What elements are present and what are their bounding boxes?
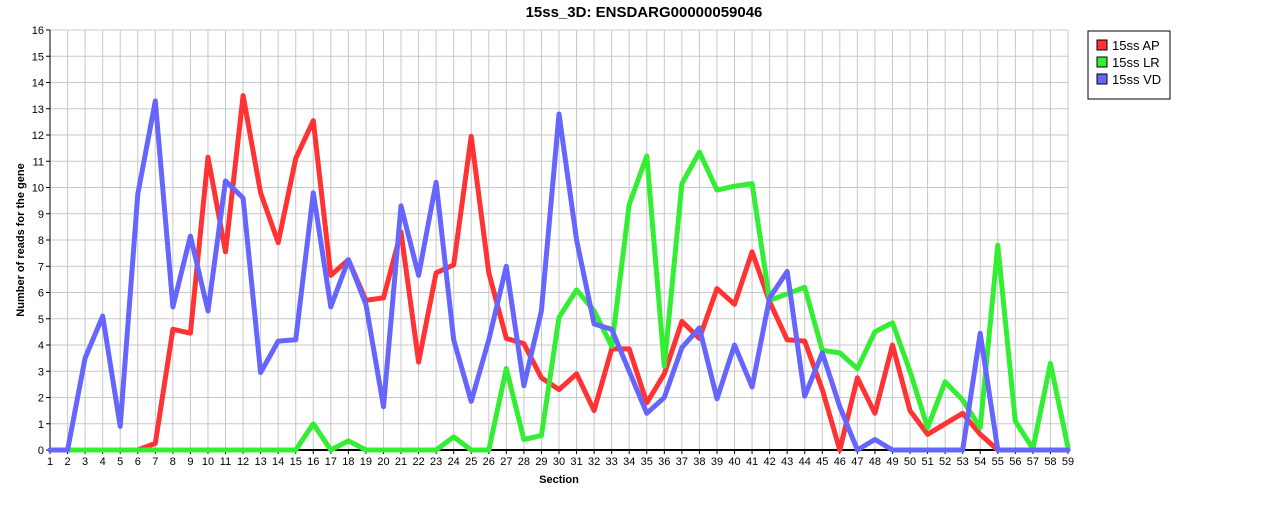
y-axis-title: Number of reads for the gene bbox=[15, 163, 27, 316]
x-tick-label: 47 bbox=[851, 456, 863, 468]
x-tick-label: 21 bbox=[395, 456, 407, 468]
y-tick-label: 3 bbox=[38, 366, 44, 378]
legend-label: 15ss VD bbox=[1112, 72, 1161, 87]
x-tick-label: 17 bbox=[325, 456, 337, 468]
x-tick-label: 23 bbox=[430, 456, 442, 468]
legend-swatch bbox=[1096, 73, 1108, 85]
y-tick-label: 15 bbox=[32, 51, 44, 63]
series-line-15ss-vd bbox=[47, 98, 1071, 453]
x-tick-label: 27 bbox=[500, 456, 512, 468]
x-tick-label: 36 bbox=[658, 456, 670, 468]
x-tick-label: 2 bbox=[64, 456, 70, 468]
y-tick-label: 4 bbox=[38, 340, 44, 352]
x-tick-label: 48 bbox=[869, 456, 881, 468]
y-tick-label: 9 bbox=[38, 209, 44, 221]
x-tick-label: 1 bbox=[47, 456, 53, 468]
x-tick-label: 33 bbox=[606, 456, 618, 468]
x-tick-label: 40 bbox=[728, 456, 740, 468]
chart-title: 15ss_3D: ENSDARG00000059046 bbox=[526, 4, 763, 21]
x-axis-title: Section bbox=[539, 474, 579, 486]
x-tick-label: 29 bbox=[535, 456, 547, 468]
x-tick-label: 14 bbox=[272, 456, 284, 468]
x-tick-label: 11 bbox=[220, 456, 231, 468]
y-tick-label: 1 bbox=[38, 419, 44, 431]
series-layer bbox=[47, 93, 1071, 453]
legend-swatch bbox=[1096, 39, 1108, 51]
x-tick-label: 26 bbox=[483, 456, 495, 468]
series-line-15ss-lr bbox=[47, 149, 1071, 453]
x-tick-label: 49 bbox=[886, 456, 898, 468]
y-tick-label: 10 bbox=[32, 183, 44, 195]
x-tick-label: 28 bbox=[518, 456, 530, 468]
x-tick-label: 45 bbox=[816, 456, 828, 468]
x-tick-label: 31 bbox=[570, 456, 582, 468]
legend-swatch bbox=[1096, 56, 1108, 68]
legend: 15ss AP 15ss LR 15ss VD bbox=[1087, 30, 1171, 100]
x-tick-label: 55 bbox=[992, 456, 1004, 468]
y-tick-label: 0 bbox=[38, 445, 44, 457]
x-tick-label: 15 bbox=[290, 456, 302, 468]
x-tick-label: 5 bbox=[117, 456, 123, 468]
legend-label: 15ss AP bbox=[1112, 38, 1160, 53]
x-tick-label: 30 bbox=[553, 456, 565, 468]
y-tick-label: 7 bbox=[38, 261, 44, 273]
x-tick-label: 16 bbox=[307, 456, 319, 468]
x-tick-label: 54 bbox=[974, 456, 986, 468]
x-tick-label: 25 bbox=[465, 456, 477, 468]
x-tick-label: 12 bbox=[237, 456, 249, 468]
legend-label: 15ss LR bbox=[1112, 55, 1160, 70]
y-tick-label: 8 bbox=[38, 235, 44, 247]
x-tick-label: 42 bbox=[763, 456, 775, 468]
axis-layer: 1 2 3 4 5 6 7 8 9 10 11 12 13 14 15 16 17 18 19 20 21 22 23 24 2… bbox=[32, 25, 1074, 468]
x-tick-label: 37 bbox=[676, 456, 688, 468]
y-tick-label: 12 bbox=[32, 130, 44, 142]
x-tick-label: 38 bbox=[693, 456, 705, 468]
x-tick-label: 50 bbox=[904, 456, 916, 468]
y-tick-label: 6 bbox=[38, 288, 44, 300]
y-tick-label: 11 bbox=[33, 156, 44, 168]
x-tick-label: 9 bbox=[187, 456, 193, 468]
x-tick-label: 51 bbox=[921, 456, 933, 468]
x-tick-label: 7 bbox=[152, 456, 158, 468]
x-tick-label: 41 bbox=[746, 456, 758, 468]
x-tick-label: 43 bbox=[781, 456, 793, 468]
x-tick-label: 56 bbox=[1009, 456, 1021, 468]
x-tick-label: 18 bbox=[342, 456, 354, 468]
x-tick-label: 35 bbox=[641, 456, 653, 468]
x-tick-label: 59 bbox=[1062, 456, 1074, 468]
x-tick-label: 8 bbox=[170, 456, 176, 468]
x-tick-label: 46 bbox=[834, 456, 846, 468]
y-tick-label: 13 bbox=[32, 104, 44, 116]
x-tick-label: 24 bbox=[448, 456, 460, 468]
x-tick-label: 20 bbox=[377, 456, 389, 468]
x-tick-label: 6 bbox=[135, 456, 141, 468]
y-tick-label: 2 bbox=[38, 393, 44, 405]
x-tick-label: 4 bbox=[100, 456, 106, 468]
x-tick-label: 3 bbox=[82, 456, 88, 468]
x-tick-label: 19 bbox=[360, 456, 372, 468]
x-tick-label: 58 bbox=[1044, 456, 1056, 468]
x-tick-label: 53 bbox=[957, 456, 969, 468]
x-tick-label: 44 bbox=[799, 456, 811, 468]
x-tick-label: 52 bbox=[939, 456, 951, 468]
y-tick-label: 14 bbox=[32, 78, 44, 90]
x-tick-label: 13 bbox=[254, 456, 266, 468]
x-tick-label: 22 bbox=[412, 456, 424, 468]
x-tick-label: 57 bbox=[1027, 456, 1039, 468]
x-tick-label: 10 bbox=[202, 456, 214, 468]
y-tick-label: 5 bbox=[38, 314, 44, 326]
x-tick-label: 32 bbox=[588, 456, 600, 468]
x-tick-label: 34 bbox=[623, 456, 635, 468]
y-tick-label: 16 bbox=[32, 25, 44, 37]
x-tick-label: 39 bbox=[711, 456, 723, 468]
